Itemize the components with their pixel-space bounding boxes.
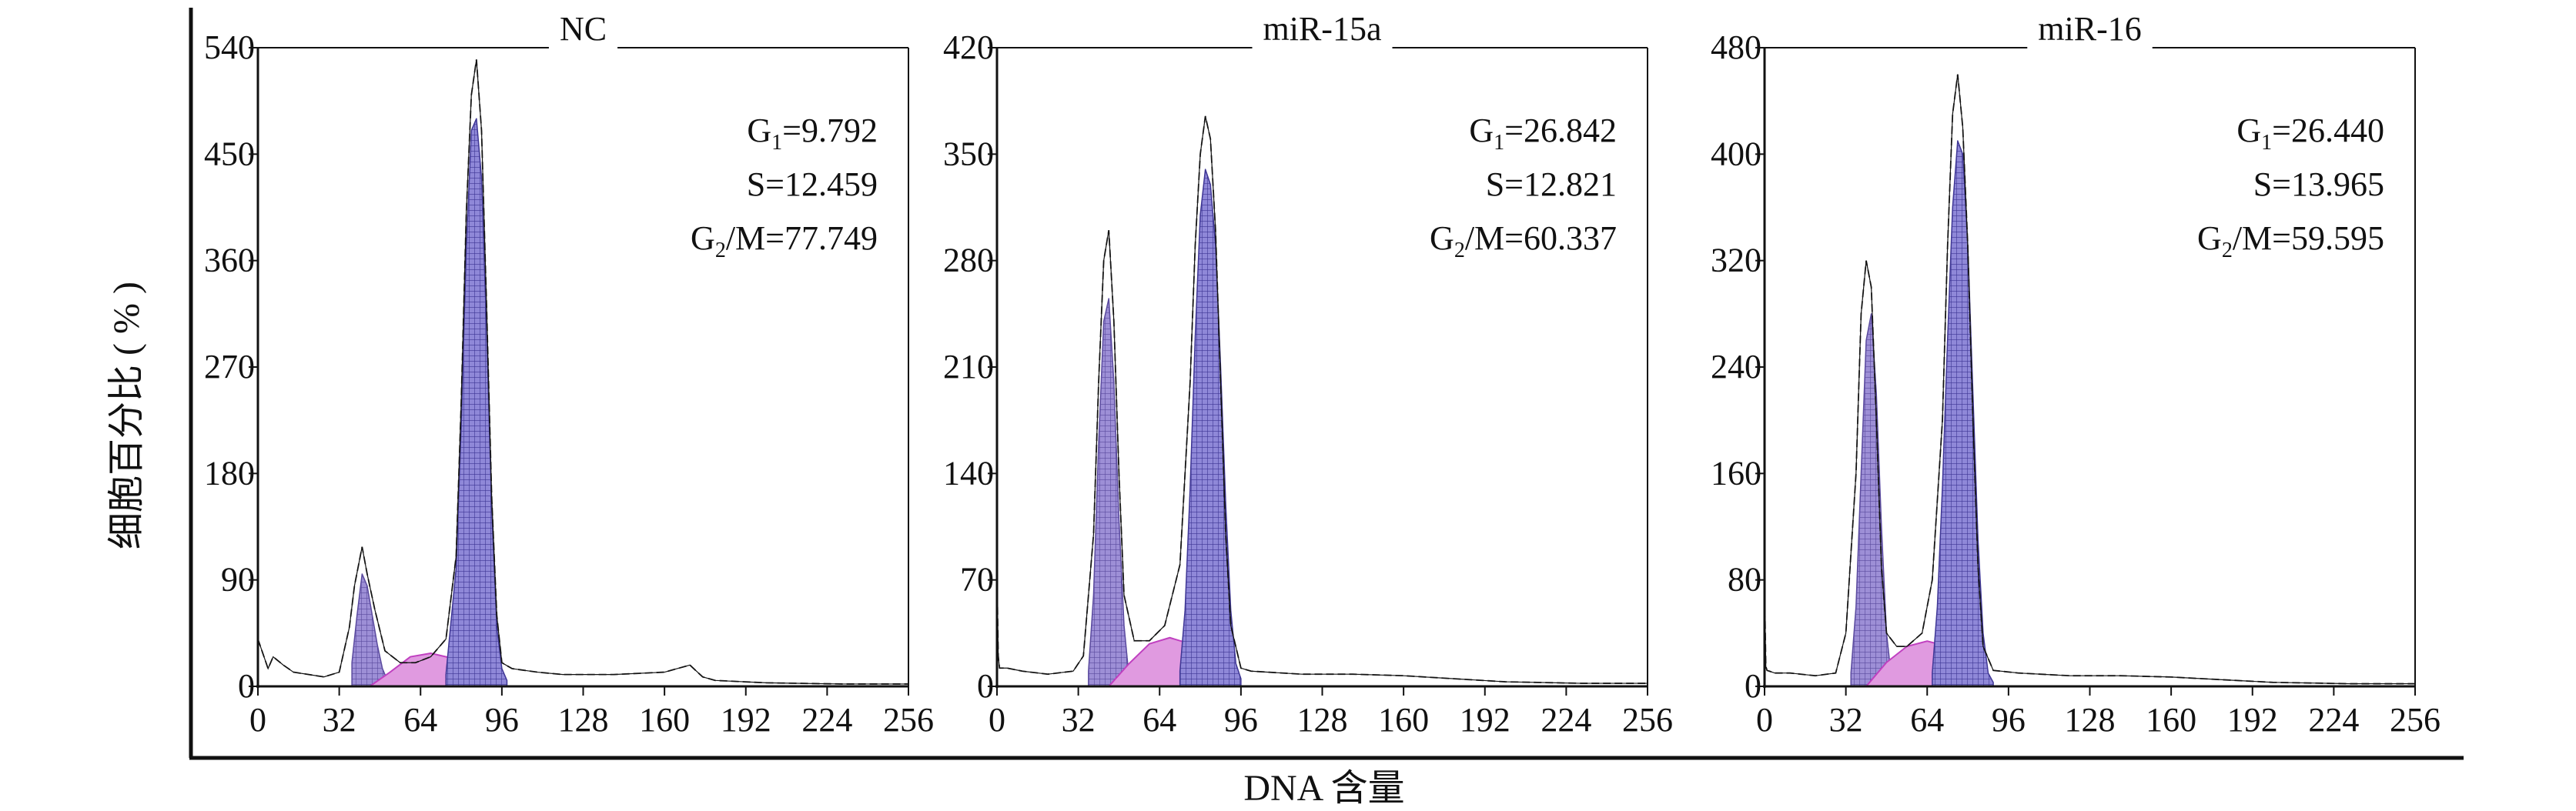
x-tick-label: 256 xyxy=(2390,701,2441,739)
x-tick-label: 192 xyxy=(1460,701,1510,739)
x-tick-label: 128 xyxy=(1297,701,1348,739)
histogram-line xyxy=(257,59,908,685)
g2m-peak-area xyxy=(1932,140,1994,687)
x-tick-label: 128 xyxy=(558,701,609,739)
y-tick-label: 240 xyxy=(1711,348,1761,385)
y-tick-label: 420 xyxy=(943,28,994,66)
panel-3: miR-16 0 80 160 240 320 400 480 0 32 64 96 128 160 192… xyxy=(1711,10,2441,739)
x-tick-label: 32 xyxy=(323,701,356,739)
phase-annotation: G1=26.842 xyxy=(1469,112,1617,155)
panel-title-gap xyxy=(2027,45,2153,51)
x-tick-label: 0 xyxy=(989,701,1005,739)
x-tick-label: 160 xyxy=(2146,701,2196,739)
y-tick-label: 270 xyxy=(204,348,255,385)
phase-annotation: S=13.965 xyxy=(2253,165,2384,203)
y-tick-label: 80 xyxy=(1728,561,1761,599)
x-tick-label: 96 xyxy=(1992,701,2026,739)
y-tick-label: 450 xyxy=(204,135,255,172)
panels: NC 0 90 180 270 360 450 540 0 32 64 96 128 160 192 224 2… xyxy=(204,10,2441,739)
y-axis-label: 细胞百分比 ( % ) xyxy=(106,282,147,549)
x-tick-label: 64 xyxy=(403,701,437,739)
x-tick-label: 32 xyxy=(1829,701,1863,739)
histogram-fit-line xyxy=(257,59,908,685)
y-tick-label: 140 xyxy=(943,454,994,492)
y-tick-label: 180 xyxy=(204,454,255,492)
x-tick-label: 64 xyxy=(1910,701,1944,739)
y-tick-label: 480 xyxy=(1711,28,1761,66)
x-tick-label: 0 xyxy=(1756,701,1773,739)
histogram-line xyxy=(1764,74,2415,685)
phase-annotation: G2/M=77.749 xyxy=(691,219,878,262)
x-tick-label: 256 xyxy=(1622,701,1673,739)
panel-title-gap xyxy=(1252,45,1393,51)
y-tick-label: 70 xyxy=(960,561,994,599)
panel-title: miR-16 xyxy=(2038,10,2141,48)
x-tick-label: 224 xyxy=(801,701,852,739)
y-tick-label: 160 xyxy=(1711,454,1761,492)
y-tick-label: 0 xyxy=(977,667,994,705)
phase-annotation: G1=9.792 xyxy=(747,112,878,155)
y-tick-label: 90 xyxy=(221,561,255,599)
panel-1: NC 0 90 180 270 360 450 540 0 32 64 96 128 160 192 224 2… xyxy=(204,10,934,739)
x-tick-label: 192 xyxy=(721,701,771,739)
panel-title: NC xyxy=(560,10,607,48)
y-tick-label: 210 xyxy=(943,348,994,385)
phase-annotation: S=12.459 xyxy=(747,165,878,203)
y-tick-label: 0 xyxy=(1745,667,1761,705)
y-tick-label: 280 xyxy=(943,242,994,279)
x-tick-label: 160 xyxy=(1378,701,1429,739)
panel-title: miR-15a xyxy=(1263,10,1382,48)
phase-annotation: G2/M=60.337 xyxy=(1430,219,1617,262)
x-tick-label: 96 xyxy=(485,701,519,739)
y-tick-label: 540 xyxy=(204,28,255,66)
y-tick-label: 0 xyxy=(238,667,255,705)
phase-annotation: G1=26.440 xyxy=(2236,112,2384,155)
x-tick-label: 0 xyxy=(249,701,266,739)
phase-annotation: G2/M=59.595 xyxy=(2197,219,2384,262)
x-tick-label: 192 xyxy=(2227,701,2278,739)
x-tick-label: 256 xyxy=(883,701,934,739)
y-tick-label: 320 xyxy=(1711,242,1761,279)
panel-2: miR-15a 0 70 140 210 280 350 420 0 32 64 96 128 160 19… xyxy=(943,10,1673,739)
g2m-peak-area xyxy=(445,118,508,687)
x-tick-label: 160 xyxy=(639,701,690,739)
x-tick-label: 96 xyxy=(1224,701,1258,739)
y-tick-label: 350 xyxy=(943,135,994,172)
panel-title-gap xyxy=(548,45,618,51)
histogram-line xyxy=(996,115,1648,684)
phase-annotation: S=12.821 xyxy=(1486,165,1617,203)
x-tick-label: 224 xyxy=(1541,701,1591,739)
g1-peak-area xyxy=(1850,313,1892,687)
g1-peak-area xyxy=(351,573,389,687)
x-tick-label: 128 xyxy=(2065,701,2116,739)
x-tick-label: 64 xyxy=(1142,701,1176,739)
x-axis-label: DNA 含量 xyxy=(1243,768,1404,809)
x-tick-label: 32 xyxy=(1062,701,1096,739)
g2m-peak-area xyxy=(1179,169,1242,687)
y-tick-label: 400 xyxy=(1711,135,1761,172)
x-tick-label: 224 xyxy=(2308,701,2359,739)
y-tick-label: 360 xyxy=(204,242,255,279)
